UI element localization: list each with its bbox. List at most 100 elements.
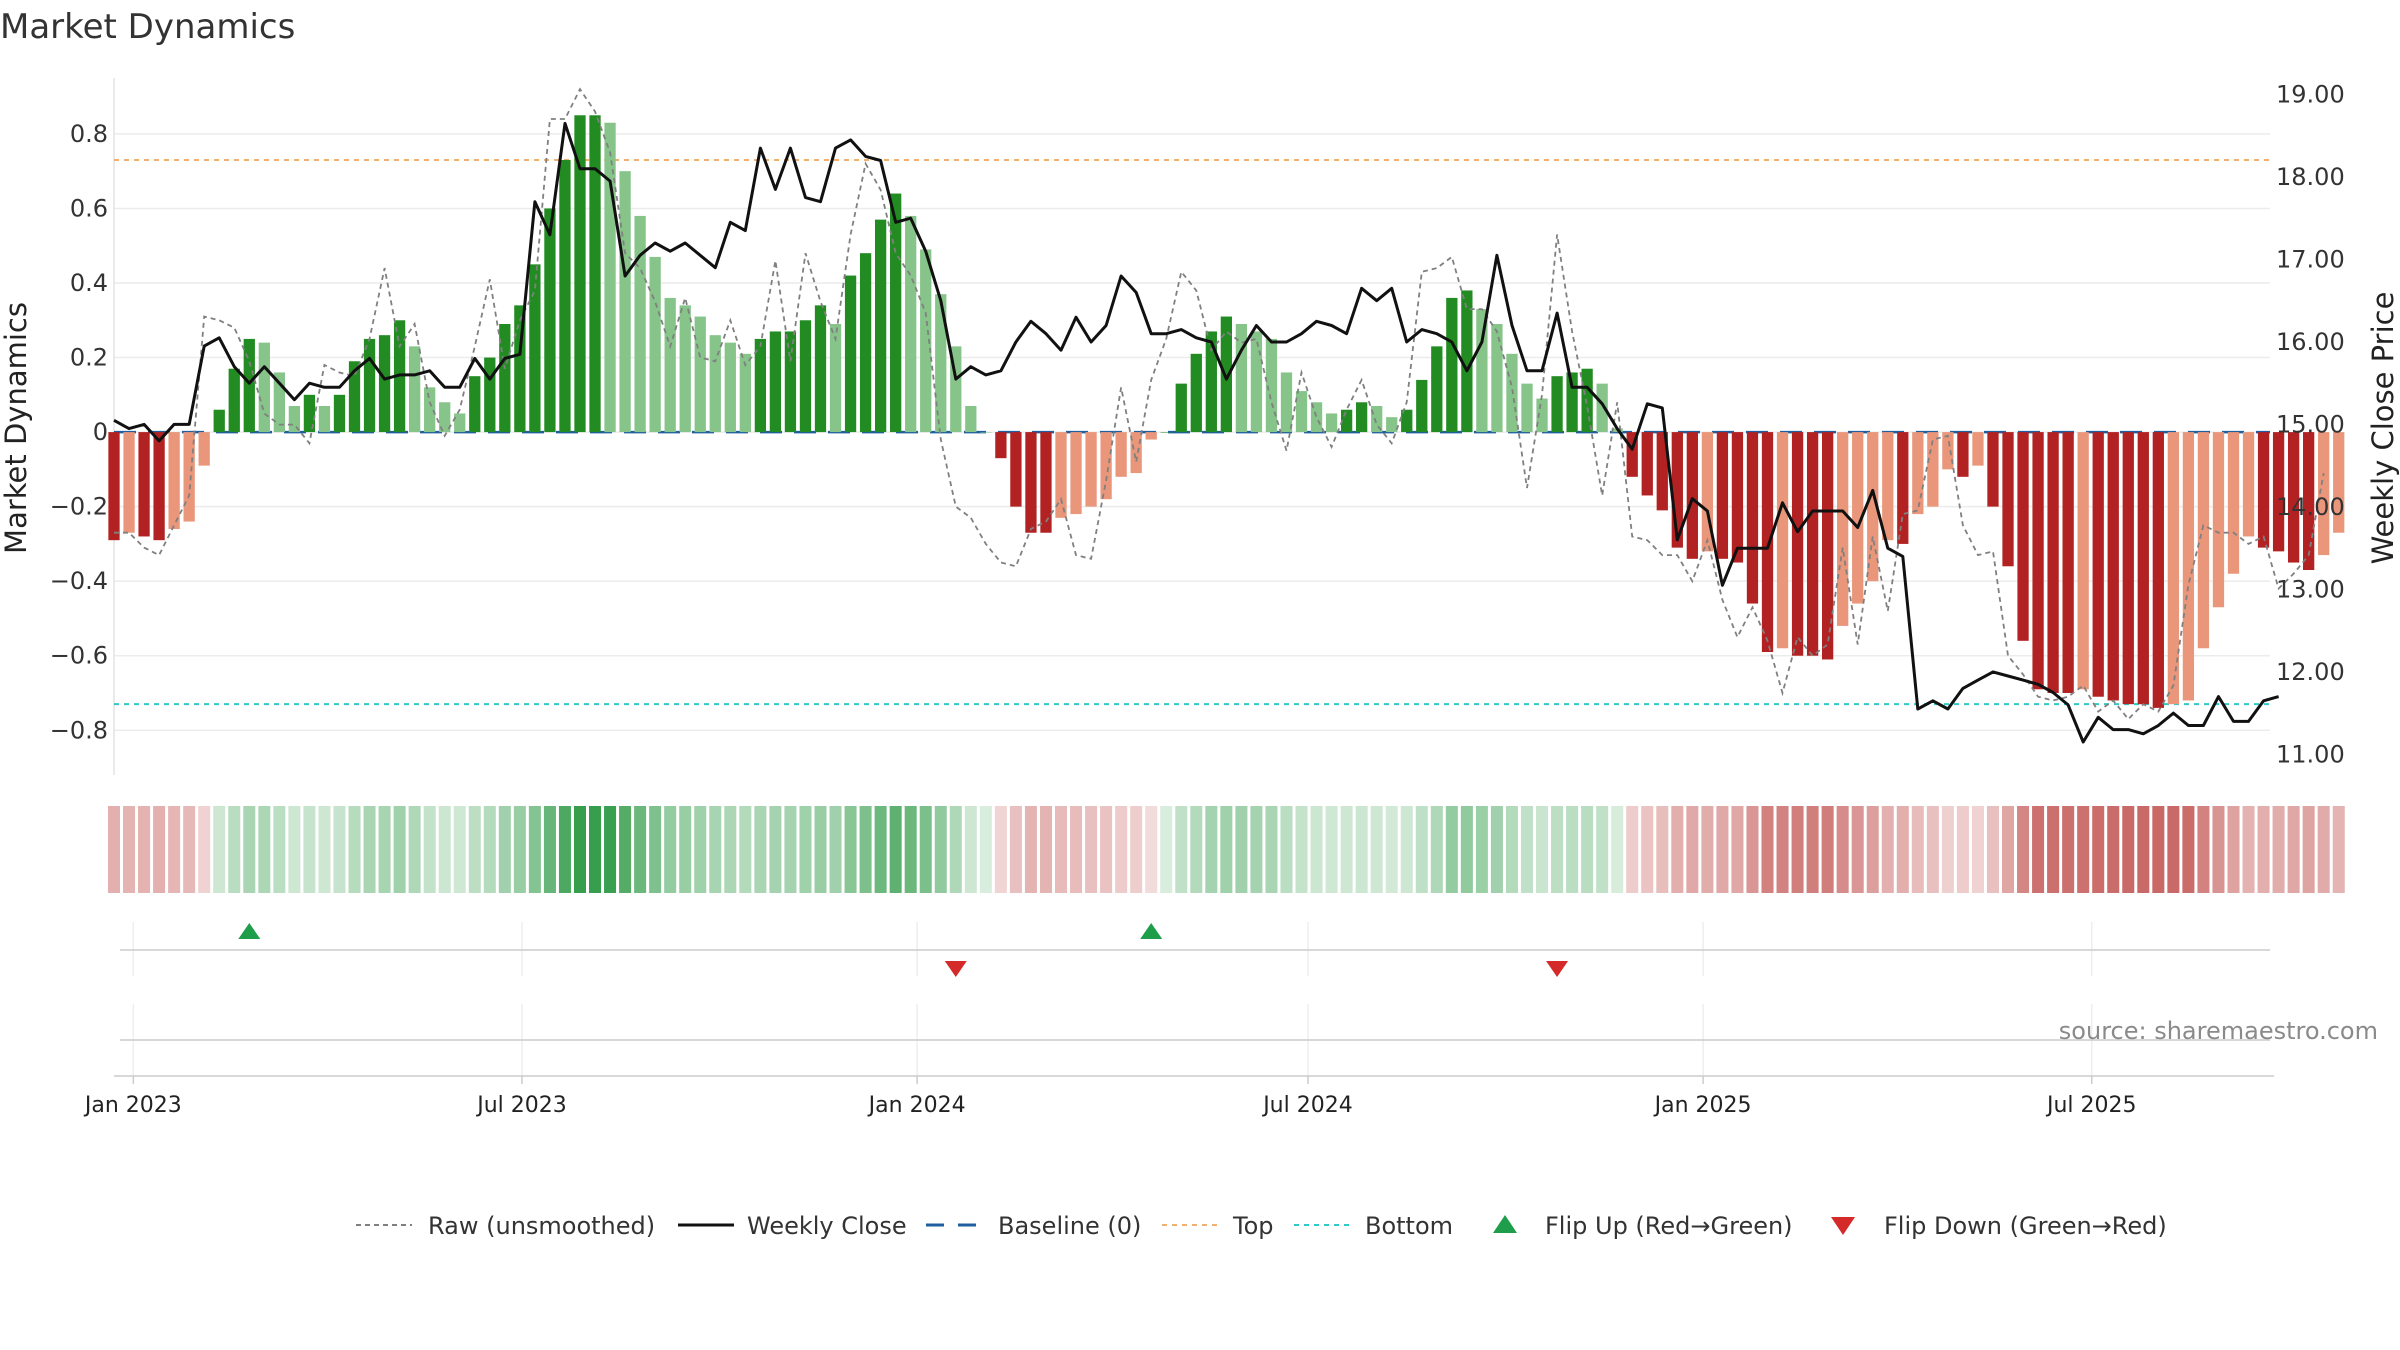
- dynamics-bar: [138, 432, 150, 537]
- heat-strip-cell: [1265, 806, 1278, 893]
- heat-strip-cell: [1536, 806, 1549, 893]
- dynamics-bar: [664, 297, 676, 433]
- heat-strip-cell: [1355, 806, 1368, 893]
- dynamics-bar: [905, 215, 917, 433]
- dynamics-bar: [1686, 432, 1698, 559]
- dynamics-bar: [2137, 432, 2149, 705]
- dynamics-bar: [1371, 406, 1383, 433]
- dynamics-bar: [303, 394, 316, 433]
- right-axis-label: Weekly Close Price: [2366, 292, 2400, 565]
- legend-flip-down-swatch: [1831, 1217, 1855, 1235]
- heat-strip-cell: [513, 806, 526, 893]
- heat-strip-cell: [1310, 806, 1323, 893]
- dynamics-bar: [1791, 432, 1804, 656]
- legend-label: Baseline (0): [998, 1212, 1141, 1240]
- heat-strip-cell: [814, 806, 827, 893]
- heat-strip-cell: [453, 806, 466, 893]
- dynamics-bar: [363, 338, 376, 433]
- heat-strip-cell: [273, 806, 286, 893]
- dynamics-bar: [1837, 432, 1849, 626]
- dynamics-bar: [1852, 432, 1864, 604]
- dynamics-bar: [1912, 432, 1924, 515]
- weekly-close-series: [113, 121, 2280, 744]
- dynamics-bar: [1416, 379, 1428, 433]
- heat-strip-cell: [2212, 806, 2225, 893]
- heat-strip-cell: [468, 806, 481, 893]
- heat-strip-cell: [348, 806, 361, 893]
- heat-strip-cell: [1716, 806, 1729, 893]
- heat-strip-cell: [2062, 806, 2075, 893]
- heat-strip-cell: [604, 806, 617, 893]
- heat-strip-cell: [1971, 806, 1984, 893]
- dynamics-bar: [2287, 432, 2300, 563]
- heat-strip-cell: [859, 806, 872, 893]
- heat-strip-cell: [1430, 806, 1443, 893]
- dynamics-bar: [1536, 398, 1548, 433]
- dynamics-bar: [108, 432, 120, 541]
- heat-strip-cell: [1024, 806, 1037, 893]
- dynamics-bar: [2227, 432, 2240, 574]
- heat-strip-cell: [784, 806, 797, 893]
- dynamics-bar: [213, 409, 225, 433]
- dynamics-bar: [1356, 402, 1368, 433]
- dynamics-bar: [2047, 432, 2059, 693]
- dynamics-bar: [2272, 432, 2285, 552]
- dynamics-bar: [348, 361, 361, 433]
- dynamics-bar: [2257, 432, 2270, 548]
- dynamics-bar: [890, 193, 902, 433]
- flip-up-marker: [238, 923, 261, 939]
- dynamics-bar: [1987, 432, 1999, 507]
- dynamics-bar: [1897, 432, 1909, 544]
- heat-strip-cell: [1761, 806, 1774, 893]
- heat-strip-cell: [1370, 806, 1383, 893]
- heat-strip-cell: [258, 806, 271, 893]
- heat-strip-cell: [1460, 806, 1473, 893]
- heat-strip-cell: [1611, 806, 1624, 893]
- dynamics-bar: [2077, 432, 2089, 690]
- flip-down-marker: [1546, 961, 1569, 977]
- dynamics-bar: [1566, 372, 1578, 433]
- dynamics-bar: [1806, 432, 1819, 656]
- heat-strip-cell: [2287, 806, 2300, 893]
- heat-strip-cell: [1085, 806, 1098, 893]
- left-tick-label: −0.4: [50, 567, 108, 595]
- dynamics-bar: [1265, 338, 1278, 433]
- heat-strip-cell: [303, 806, 316, 893]
- heat-strip-cell: [363, 806, 376, 893]
- dynamics-bar: [1205, 331, 1217, 433]
- heat-strip-cell: [1220, 806, 1233, 893]
- dynamics-bar: [1746, 432, 1759, 604]
- heat-strip-cell: [1205, 806, 1218, 893]
- heat-strip-cell: [183, 806, 196, 893]
- dynamics-bar: [1085, 432, 1097, 507]
- dynamics-bar: [649, 256, 661, 433]
- heat-strip-cell: [1566, 806, 1579, 893]
- left-tick-label: 0: [93, 418, 108, 446]
- raw-line: [114, 87, 2325, 721]
- heat-strip-cell: [649, 806, 662, 893]
- dynamics-bar: [859, 253, 872, 433]
- dynamics-bar: [1761, 432, 1774, 652]
- heat-strip-cell: [1130, 806, 1143, 893]
- dynamics-bar: [694, 316, 706, 433]
- heat-strip-cell: [1581, 806, 1594, 893]
- dynamics-bar: [619, 171, 631, 433]
- heat-strip-cell: [243, 806, 256, 893]
- x-tick-label: Jan 2023: [83, 1093, 182, 1118]
- dynamics-bar: [1115, 432, 1127, 477]
- dynamics-bar: [814, 305, 827, 433]
- heat-strip-cell: [1175, 806, 1188, 893]
- left-tick-label: 0.4: [70, 269, 108, 297]
- dynamics-bar: [874, 219, 887, 433]
- dynamics-bar: [844, 275, 857, 433]
- dynamics-bar: [1325, 413, 1338, 433]
- dynamics-bar: [1100, 432, 1112, 500]
- dynamics-bar: [409, 346, 421, 433]
- heat-strip-cell: [1280, 806, 1293, 893]
- dynamics-bar: [829, 324, 842, 433]
- left-tick-label: 0.8: [70, 120, 108, 148]
- legend-label: Raw (unsmoothed): [428, 1212, 655, 1240]
- heat-strip-cell: [724, 806, 737, 893]
- right-tick-label: 15.00: [2276, 410, 2345, 438]
- heat-strip-cell: [528, 806, 541, 893]
